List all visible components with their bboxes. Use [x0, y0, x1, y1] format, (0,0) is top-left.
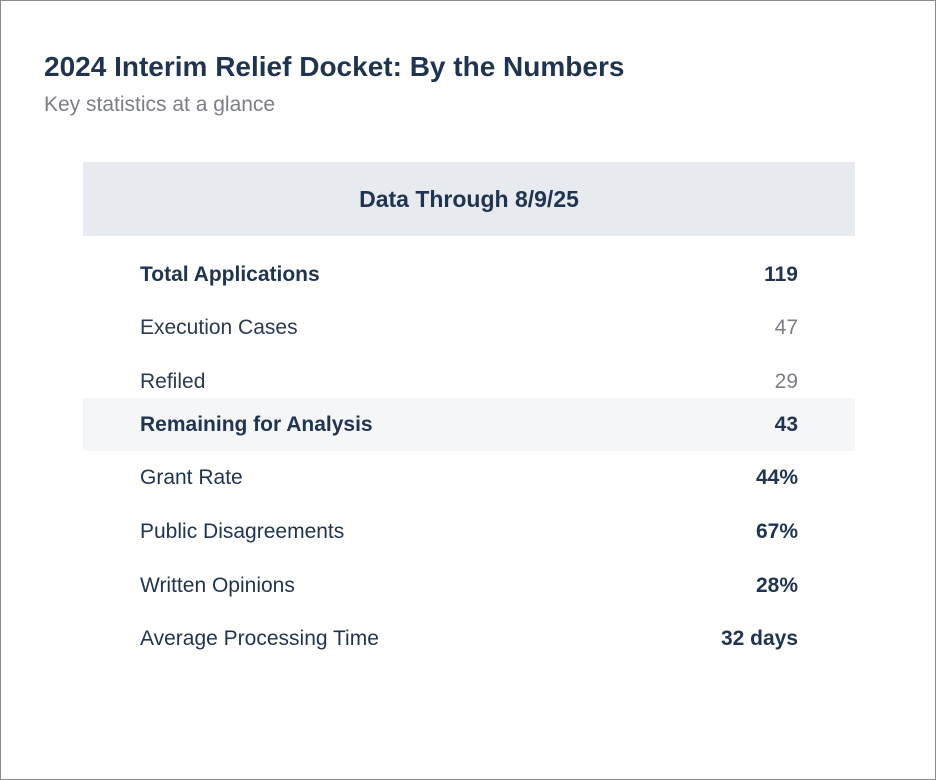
stat-row-public-disagreements: Public Disagreements 67% — [83, 505, 855, 558]
stat-value: 119 — [764, 262, 798, 286]
stat-row-refiled: Refiled 29 — [83, 355, 855, 408]
stat-label: Average Processing Time — [140, 626, 379, 650]
stat-row-total-applications: Total Applications 119 — [83, 248, 855, 301]
page-subtitle: Key statistics at a glance — [44, 93, 276, 116]
stat-label: Refiled — [140, 369, 206, 393]
stat-value: 44% — [755, 465, 798, 489]
stat-value: 67% — [755, 519, 798, 543]
table-heading: Data Through 8/9/25 — [83, 162, 855, 236]
page-title: 2024 Interim Relief Docket: By the Numbe… — [44, 51, 625, 82]
stat-value: 43 — [774, 412, 798, 436]
stat-label: Grant Rate — [140, 465, 243, 489]
table-heading-text: Data Through 8/9/25 — [359, 185, 579, 212]
stat-label: Total Applications — [140, 262, 320, 286]
stat-label: Written Opinions — [140, 573, 295, 597]
stat-value: 47 — [774, 315, 798, 339]
stat-label: Public Disagreements — [140, 519, 345, 543]
stat-row-written-opinions: Written Opinions 28% — [83, 559, 855, 612]
stat-row-remaining-for-analysis: Remaining for Analysis 43 — [83, 398, 855, 451]
stat-value: 29 — [774, 369, 798, 393]
stat-row-average-processing-time: Average Processing Time 32 days — [83, 612, 855, 665]
stats-table: Data Through 8/9/25 Total Applications 1… — [83, 162, 855, 650]
stat-row-grant-rate: Grant Rate 44% — [83, 451, 855, 504]
stat-label: Execution Cases — [140, 315, 298, 339]
stat-value: 28% — [755, 573, 798, 597]
stat-row-execution-cases: Execution Cases 47 — [83, 301, 855, 354]
stat-label: Remaining for Analysis — [140, 412, 373, 436]
stat-value: 32 days — [720, 626, 798, 650]
